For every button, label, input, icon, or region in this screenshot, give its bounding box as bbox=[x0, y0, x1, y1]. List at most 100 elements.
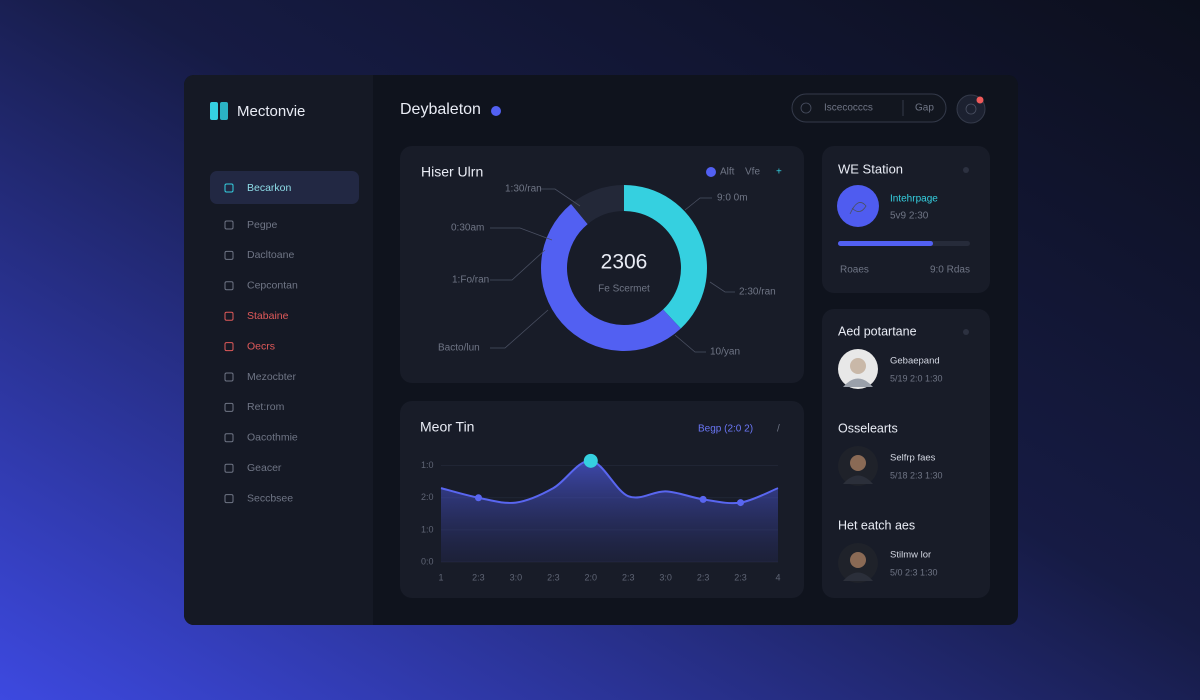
search-icon bbox=[800, 102, 812, 114]
callout-line bbox=[540, 188, 581, 207]
legend: Alft bbox=[720, 167, 735, 178]
progress-bar bbox=[838, 241, 934, 246]
nav-item[interactable]: Cepcontan bbox=[247, 280, 298, 292]
x-tick-label: 2:3 bbox=[622, 572, 635, 582]
y-tick-label: 1:0 bbox=[421, 524, 434, 534]
x-tick-label: 3:0 bbox=[510, 572, 523, 582]
donut-segment bbox=[571, 185, 624, 225]
callout: 2:30/ran bbox=[739, 287, 776, 298]
nav-item[interactable]: Becarkon bbox=[247, 182, 292, 194]
donut-center-value: 2306 bbox=[601, 251, 648, 274]
logo bbox=[210, 102, 218, 120]
section-heading: Het eatch aes bbox=[838, 518, 915, 532]
nav-icon bbox=[224, 433, 234, 443]
legend-icon: + bbox=[776, 167, 782, 178]
donut-segment bbox=[624, 185, 707, 329]
donut-segment bbox=[540, 204, 681, 352]
station-name: Intehrpage bbox=[890, 194, 938, 205]
page-title: Deybaleton bbox=[400, 101, 481, 118]
nav-active bbox=[210, 171, 359, 204]
callout: 10/yan bbox=[710, 347, 740, 358]
nav-icon bbox=[224, 183, 234, 193]
card-title: Meor Tin bbox=[420, 419, 474, 435]
nav-item[interactable]: Oecrs bbox=[247, 340, 275, 352]
avatar-body bbox=[843, 378, 873, 387]
x-tick-label: 3:0 bbox=[659, 572, 672, 582]
nav-item[interactable]: Oacothmie bbox=[247, 432, 298, 444]
station-icon bbox=[837, 185, 879, 227]
nav-icon bbox=[224, 342, 234, 352]
x-tick-label: 2:3 bbox=[697, 572, 710, 582]
avatar-face bbox=[850, 358, 866, 374]
brand: Mectonvie bbox=[237, 103, 305, 120]
person-name: Gebaepand bbox=[890, 356, 940, 367]
donut-center-label: Fe Scermet bbox=[598, 284, 650, 295]
sidebar bbox=[184, 75, 373, 625]
notification-dot bbox=[976, 96, 984, 104]
nav: Becarkon Pegpe Dacltoane Cepcontan Stabaine O… bbox=[210, 171, 359, 504]
callout-line bbox=[490, 249, 546, 281]
station-meta: 5v9 2:30 bbox=[890, 211, 929, 222]
avatar-body bbox=[843, 572, 873, 581]
person-meta: 5/18 2:3 1:30 bbox=[890, 470, 943, 480]
callout: 9:0 0m bbox=[717, 193, 748, 204]
legend: Vfe bbox=[745, 167, 760, 178]
section-heading: Aed potartane bbox=[838, 324, 917, 338]
person-name: Stilmw lor bbox=[890, 550, 931, 561]
nav-item[interactable]: Dacltoane bbox=[247, 249, 294, 261]
area-chart: 0:0 1:0 2:0 1:0 1 2:3 3:0 2:3 2:0 2:3 3:0 2:3 2:3 4 bbox=[421, 453, 781, 582]
avatar-face bbox=[850, 552, 866, 568]
callout-line bbox=[684, 197, 712, 211]
nav-icon bbox=[224, 250, 234, 260]
x-tick-label: 2:3 bbox=[547, 572, 560, 582]
menu-dot[interactable] bbox=[963, 329, 969, 335]
x-tick-label: 2:3 bbox=[472, 572, 485, 582]
person-meta: 5/19 2:0 1:30 bbox=[890, 373, 943, 383]
legend-dot bbox=[706, 167, 716, 177]
menu-dot[interactable] bbox=[963, 167, 969, 173]
section-heading: Osselearts bbox=[838, 421, 898, 435]
callout: 1:30/ran bbox=[505, 184, 542, 195]
nav-icon bbox=[224, 494, 234, 504]
avatar-body bbox=[843, 475, 873, 484]
x-tick-label: 4 bbox=[775, 572, 780, 582]
area-fill bbox=[441, 460, 778, 562]
footer-left: Roaes bbox=[840, 265, 869, 276]
nav-item[interactable]: Geacer bbox=[247, 462, 282, 474]
point bbox=[737, 499, 745, 507]
nav-item[interactable]: Stabaine bbox=[247, 310, 289, 322]
x-tick-label: 2:3 bbox=[734, 572, 747, 582]
callout-line bbox=[674, 334, 706, 353]
callout: 0:30am bbox=[451, 223, 484, 234]
nav-item[interactable]: Mezocbter bbox=[247, 371, 297, 383]
donut-chart bbox=[540, 185, 707, 352]
bell-icon bbox=[965, 103, 977, 115]
people-list: Aed potartane Gebaepand 5/19 2:0 1:30 Ossel… bbox=[838, 324, 969, 583]
callout-line bbox=[709, 281, 735, 293]
search-button[interactable]: Gap bbox=[915, 103, 934, 114]
search-box[interactable] bbox=[791, 93, 947, 123]
y-tick-label: 2:0 bbox=[421, 492, 434, 502]
legend-icon: / bbox=[777, 424, 780, 435]
logo bbox=[220, 102, 228, 120]
badge bbox=[491, 106, 501, 116]
callout-line bbox=[490, 227, 553, 241]
nav-icon bbox=[224, 402, 234, 412]
point-highlight bbox=[583, 453, 598, 468]
card-title: Hiser Ulrn bbox=[421, 164, 483, 180]
nav-item[interactable]: Pegpe bbox=[247, 219, 278, 231]
callout: Bacto/lun bbox=[438, 343, 480, 354]
person-meta: 5/0 2:3 1:30 bbox=[890, 567, 938, 577]
nav-item[interactable]: Seccbsee bbox=[247, 492, 293, 504]
footer-right: 9:0 Rdas bbox=[930, 265, 970, 276]
area-line bbox=[440, 459, 779, 505]
nav-icon bbox=[224, 372, 234, 382]
icon-glyph bbox=[849, 202, 867, 215]
nav-item[interactable]: Ret:rom bbox=[247, 401, 285, 413]
search-placeholder: Iscecocccs bbox=[824, 103, 873, 114]
nav-icon bbox=[224, 463, 234, 473]
point bbox=[474, 494, 482, 502]
card-title: WE Station bbox=[838, 161, 903, 176]
